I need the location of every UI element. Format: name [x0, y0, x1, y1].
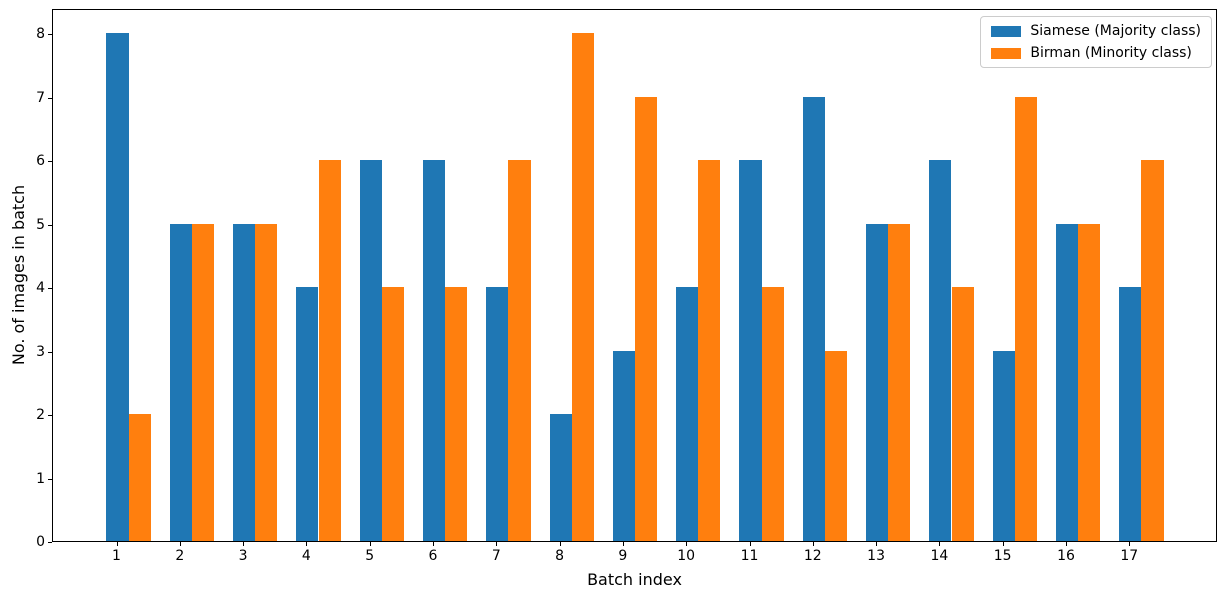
x-tick-label-16: 16: [1057, 548, 1075, 564]
y-tick-label-1: 1: [36, 470, 45, 487]
x-tick-label-9: 9: [618, 548, 628, 564]
y-tick-mark-6: [48, 161, 52, 163]
bar-siamese-batch-13: [866, 223, 889, 541]
x-tick-mark-11: [749, 542, 751, 546]
bar-siamese-batch-11: [739, 160, 762, 541]
x-tick-mark-3: [243, 542, 245, 546]
x-tick-mark-7: [496, 542, 498, 546]
legend-swatch-birman: [991, 47, 1022, 59]
bar-siamese-batch-10: [676, 287, 699, 541]
y-tick-mark-3: [48, 351, 52, 353]
y-tick-mark-5: [48, 224, 52, 226]
x-tick-mark-4: [306, 542, 308, 546]
y-tick-mark-7: [48, 97, 52, 99]
legend-label-siamese: Siamese (Majority class): [1030, 23, 1201, 39]
bar-siamese-batch-7: [486, 287, 509, 541]
x-tick-mark-14: [939, 542, 941, 546]
legend-item-birman: Birman (Minority class): [991, 45, 1201, 61]
legend-label-birman: Birman (Minority class): [1030, 45, 1192, 61]
legend: Siamese (Majority class) Birman (Minorit…: [980, 16, 1212, 68]
bar-birman-batch-9: [635, 96, 658, 541]
x-tick-mark-8: [559, 542, 561, 546]
bar-birman-batch-6: [445, 287, 468, 541]
x-tick-label-15: 15: [993, 548, 1012, 564]
bar-birman-batch-12: [824, 350, 848, 541]
bar-siamese-batch-9: [612, 350, 635, 541]
bar-birman-batch-17: [1141, 160, 1164, 541]
y-tick-label-3: 3: [36, 343, 45, 360]
x-tick-label-7: 7: [491, 548, 501, 564]
y-tick-label-5: 5: [36, 216, 45, 233]
y-tick-label-8: 8: [36, 26, 45, 43]
x-tick-mark-17: [1129, 542, 1131, 546]
bar-siamese-batch-3: [233, 223, 256, 541]
x-tick-label-6: 6: [428, 548, 438, 564]
bar-birman-batch-7: [508, 160, 531, 541]
bar-birman-batch-15: [1014, 96, 1037, 541]
x-tick-mark-12: [812, 542, 814, 546]
bar-siamese-batch-6: [422, 160, 446, 541]
x-tick-mark-1: [116, 542, 118, 546]
x-tick-label-12: 12: [803, 548, 822, 564]
x-tick-mark-2: [179, 542, 181, 546]
y-tick-mark-8: [48, 34, 52, 36]
bar-siamese-batch-14: [929, 160, 952, 541]
y-tick-mark-1: [48, 478, 52, 480]
x-tick-label-10: 10: [677, 548, 696, 564]
bar-siamese-batch-12: [802, 96, 825, 541]
legend-swatch-siamese: [991, 25, 1022, 37]
x-tick-mark-9: [622, 542, 624, 546]
bar-birman-batch-14: [951, 287, 974, 541]
bar-birman-batch-11: [761, 287, 784, 541]
y-tick-label-6: 6: [36, 153, 45, 170]
y-tick-mark-2: [48, 415, 52, 417]
y-tick-label-7: 7: [36, 89, 45, 106]
x-tick-label-4: 4: [301, 548, 311, 564]
bar-birman-batch-2: [191, 223, 215, 541]
x-tick-mark-5: [369, 542, 371, 546]
x-tick-label-11: 11: [740, 548, 759, 564]
bar-birman-batch-8: [571, 33, 594, 541]
bar-birman-batch-10: [698, 160, 721, 541]
bar-birman-batch-16: [1078, 223, 1101, 541]
x-tick-mark-10: [686, 542, 688, 546]
bar-birman-batch-4: [318, 160, 341, 541]
y-tick-mark-4: [48, 288, 52, 290]
x-tick-label-17: 17: [1120, 548, 1139, 564]
y-axis-label: No. of images in batch: [9, 184, 28, 366]
x-tick-label-5: 5: [365, 548, 375, 564]
bar-siamese-batch-2: [169, 223, 192, 541]
x-tick-label-8: 8: [555, 548, 565, 564]
bar-siamese-batch-15: [992, 350, 1015, 541]
x-tick-label-3: 3: [238, 548, 248, 564]
bar-siamese-batch-4: [296, 287, 319, 541]
bar-birman-batch-5: [381, 287, 404, 541]
bar-siamese-batch-16: [1055, 223, 1079, 541]
x-tick-label-2: 2: [175, 548, 185, 564]
y-tick-label-4: 4: [36, 280, 45, 297]
x-tick-mark-16: [1066, 542, 1067, 546]
x-tick-label-14: 14: [930, 548, 949, 564]
x-tick-label-13: 13: [867, 548, 886, 564]
x-axis-label: Batch index: [587, 570, 682, 589]
bar-birman-batch-3: [255, 223, 278, 541]
plot-area: Siamese (Majority class) Birman (Minorit…: [52, 9, 1217, 542]
bar-siamese-batch-5: [359, 160, 382, 541]
bar-siamese-batch-1: [106, 33, 129, 541]
bar-birman-batch-13: [888, 223, 911, 541]
bar-siamese-batch-17: [1119, 287, 1142, 541]
x-tick-label-1: 1: [112, 548, 121, 564]
bar-birman-batch-1: [128, 414, 151, 541]
x-tick-mark-13: [876, 542, 878, 546]
y-tick-label-2: 2: [36, 407, 45, 424]
x-tick-mark-15: [1002, 542, 1004, 546]
x-tick-mark-6: [433, 542, 434, 546]
bar-siamese-batch-8: [549, 414, 572, 541]
legend-item-siamese: Siamese (Majority class): [991, 23, 1201, 39]
y-tick-mark-0: [48, 542, 52, 543]
y-tick-label-0: 0: [36, 534, 45, 550]
